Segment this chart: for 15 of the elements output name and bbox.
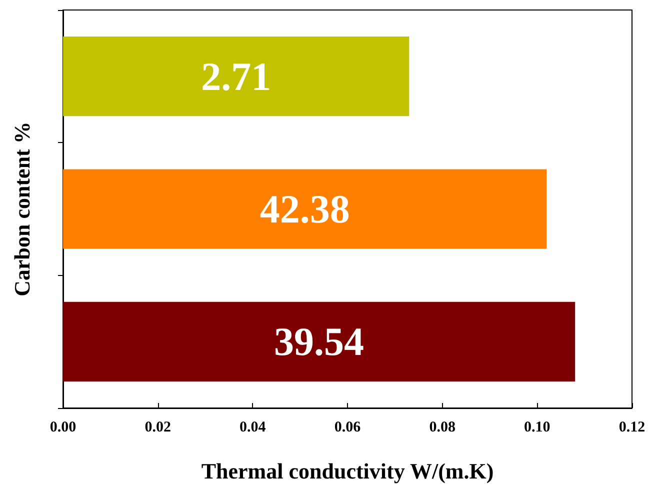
- y-axis-title: Carbon content %: [10, 122, 34, 296]
- x-tick-label: 0.02: [144, 420, 171, 436]
- x-axis-title: Thermal conductivity W/(m.K): [201, 458, 494, 484]
- y-tick-label: 42.38: [260, 186, 350, 232]
- bar: [63, 169, 547, 249]
- x-tick-label: 0.00: [50, 420, 76, 436]
- x-tick-label: 0.12: [618, 420, 646, 436]
- y-tick-label: 39.54: [274, 319, 364, 364]
- bar: [63, 36, 410, 116]
- bar: [63, 302, 576, 382]
- x-tick-label: 0.04: [240, 420, 266, 436]
- x-tick-label: 0.08: [429, 420, 456, 436]
- x-tick-label: 0.10: [524, 420, 550, 436]
- x-tick-label: 0.06: [334, 420, 362, 436]
- y-tick-label: 2.71: [201, 54, 272, 99]
